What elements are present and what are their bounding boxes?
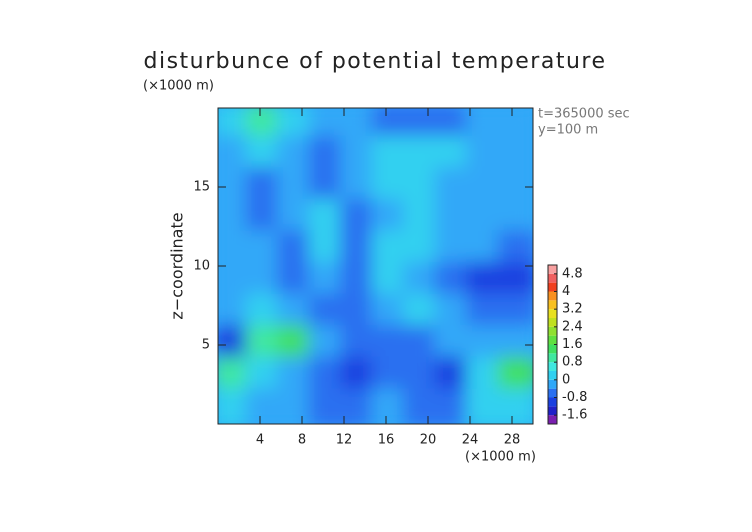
y-tick-label: 10	[193, 259, 210, 274]
colorbar-bin	[548, 335, 557, 345]
field-cells	[218, 108, 533, 424]
y-axis-label: z−coordinate	[168, 212, 187, 319]
x-tick-label: 12	[336, 433, 353, 448]
colorbar-tick-label: -0.8	[562, 390, 587, 405]
colorbar-tick-label: 1.6	[562, 337, 583, 352]
annotation: y=100 m	[538, 123, 598, 138]
colorbar-tick-label: 2.4	[562, 319, 583, 334]
colorbar-bin	[548, 371, 557, 380]
x-tick-label: 8	[298, 433, 306, 448]
colorbar-tick-label: 4	[562, 284, 570, 299]
colorbar-bin	[548, 282, 557, 292]
x-tick-label: 4	[256, 433, 264, 448]
x-tick-label: 28	[504, 433, 521, 448]
colorbar-bin	[548, 326, 557, 336]
field-cell	[497, 388, 533, 424]
colorbar-bin	[548, 309, 557, 318]
y-tick-label: 15	[193, 180, 210, 195]
y-tick-label: 5	[202, 338, 210, 353]
colorbar-bin	[548, 300, 557, 310]
colorbar-bin	[548, 291, 557, 301]
colorbar-bin	[548, 344, 557, 354]
colorbar-tick-label: 4.8	[562, 266, 583, 281]
colorbar-bin	[548, 415, 557, 424]
colorbar-bin	[548, 406, 557, 416]
contour-field	[218, 108, 533, 424]
colorbar-bin	[548, 388, 557, 398]
colorbar-bin	[548, 318, 557, 327]
colorbar-tick-label: 0	[562, 372, 570, 387]
x-tick-label: 16	[378, 433, 395, 448]
colorbar-bin	[548, 379, 557, 389]
colorbar-bin	[548, 397, 557, 407]
x-tick-label: 20	[420, 433, 437, 448]
chart-title: disturbunce of potential temperature	[144, 49, 607, 74]
annotation: t=365000 sec	[538, 107, 630, 122]
colorbar-bin	[548, 273, 557, 283]
colorbar-tick-label: 0.8	[562, 355, 583, 370]
colorbar-tick-label: 3.2	[562, 302, 583, 317]
colorbar-bin	[548, 362, 557, 371]
x-tick-label: 24	[462, 433, 479, 448]
colorbar-tick-label: -1.6	[562, 408, 587, 423]
x-unit-label: (×1000 m)	[465, 450, 536, 465]
colorbar-bin	[548, 353, 557, 363]
colorbar-bin	[548, 265, 557, 274]
y-unit-label: (×1000 m)	[143, 79, 214, 94]
